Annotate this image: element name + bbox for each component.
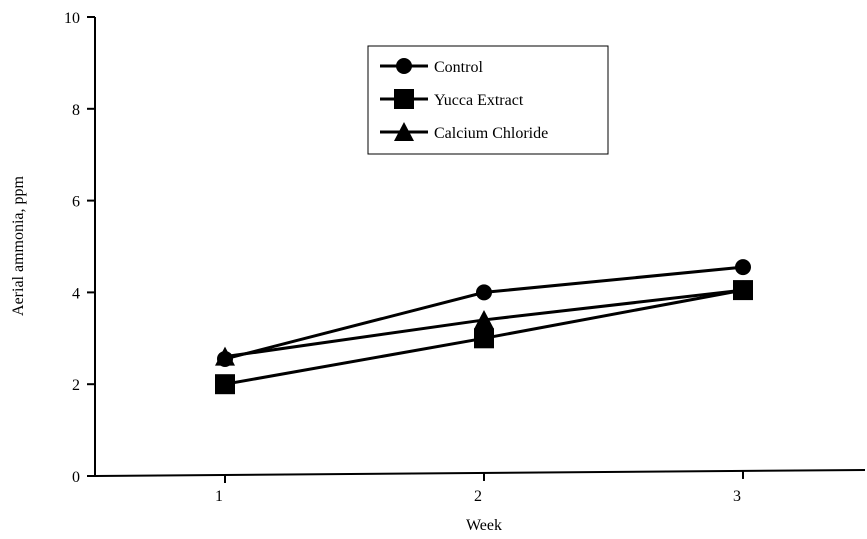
- legend-marker-circle: [396, 58, 412, 74]
- y-tick-label: 2: [72, 377, 80, 394]
- legend-label: Control: [434, 59, 483, 76]
- series-calcium-chloride: [215, 280, 753, 366]
- legend-item: Yucca Extract: [380, 89, 524, 109]
- y-ticks: 0 2 4 6 8 10: [64, 10, 95, 486]
- x-tick-label: 2: [474, 488, 482, 505]
- legend-marker-triangle: [394, 122, 414, 141]
- data-point-square: [474, 328, 494, 349]
- legend-items: Control Yucca Extract Calcium Chloride: [380, 58, 548, 142]
- y-tick-label: 4: [72, 285, 80, 302]
- x-axis-label: Week: [466, 517, 502, 534]
- y-axis-label: Aerial ammonia, ppm: [10, 175, 27, 316]
- legend-marker-square: [394, 89, 414, 109]
- x-axis-line: [94, 469, 866, 477]
- legend-item: Calcium Chloride: [380, 122, 548, 142]
- legend-label: Yucca Extract: [434, 92, 524, 109]
- y-tick-label: 10: [64, 10, 80, 27]
- legend-item: Control: [380, 58, 483, 76]
- data-point-circle: [476, 284, 492, 301]
- y-tick-label: 8: [72, 102, 80, 119]
- y-tick-label: 6: [72, 194, 80, 211]
- data-point-triangle: [474, 309, 494, 329]
- x-ticks: 1 2 3: [215, 470, 744, 505]
- data-point-square: [215, 374, 235, 395]
- data-point-triangle: [733, 280, 753, 300]
- x-tick-label: 3: [733, 488, 741, 505]
- y-tick-label: 0: [72, 469, 80, 486]
- x-tick-label: 1: [215, 488, 223, 505]
- series-layer: [215, 259, 753, 395]
- legend-label: Calcium Chloride: [434, 125, 548, 142]
- legend: Control Yucca Extract Calcium Chloride: [367, 45, 609, 155]
- data-point-circle: [735, 259, 751, 276]
- axes: [94, 17, 866, 477]
- data-point-triangle: [215, 346, 235, 366]
